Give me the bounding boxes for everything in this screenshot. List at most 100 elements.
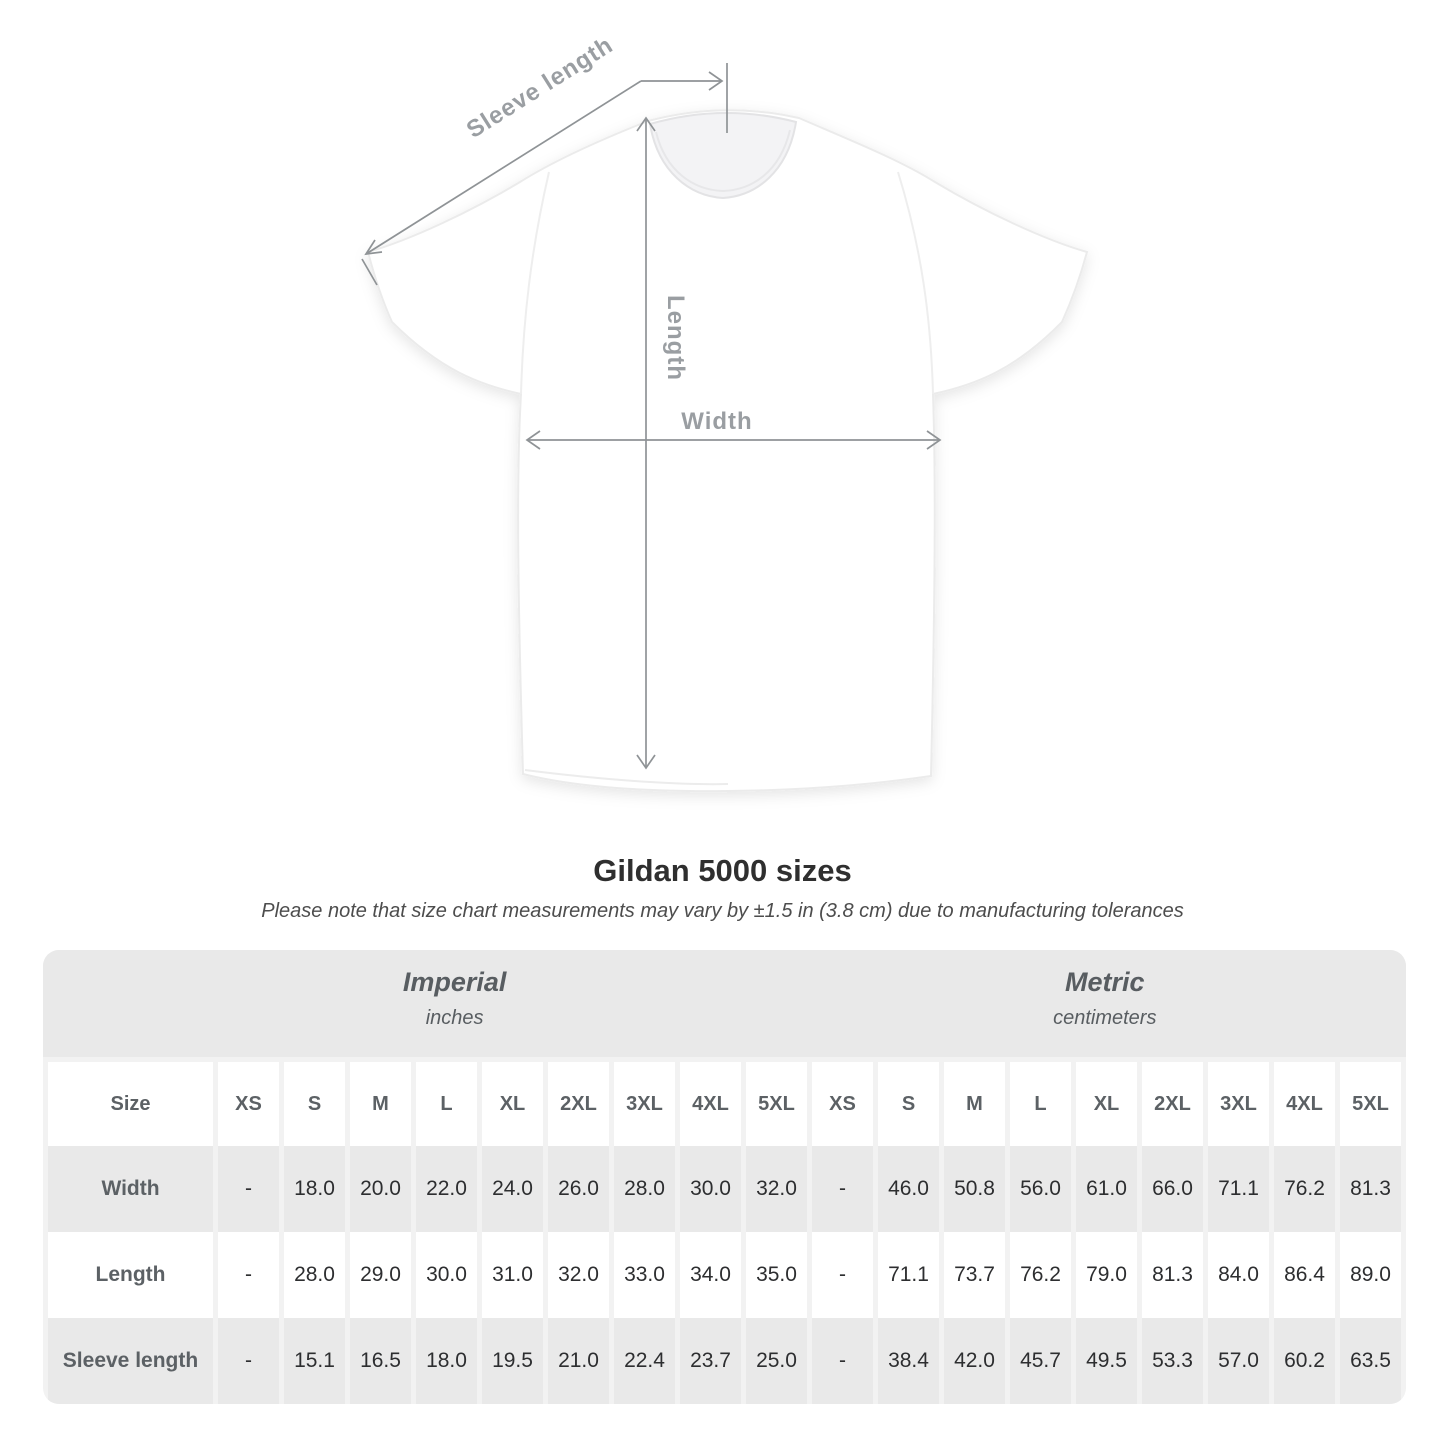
cell-value: 33.0 [614, 1232, 675, 1318]
size-col-header: 4XL [680, 1062, 741, 1146]
cell-value: 42.0 [944, 1318, 1005, 1404]
tshirt-graphic: Sleeve length Length Width [361, 31, 1089, 793]
tolerance-note: Please note that size chart measurements… [261, 900, 1184, 922]
size-col-header: XL [482, 1062, 543, 1146]
imperial-group-header: Imperial inches [403, 967, 507, 1030]
neck-opening [648, 111, 798, 200]
cell-value: 32.0 [746, 1146, 807, 1232]
size-col-header: M [944, 1062, 1005, 1146]
cell-value: - [812, 1232, 873, 1318]
cell-value: 34.0 [680, 1232, 741, 1318]
cell-value: 81.3 [1340, 1146, 1401, 1232]
cell-value: 56.0 [1010, 1146, 1071, 1232]
cell-value: 38.4 [878, 1318, 939, 1404]
size-col-header: 3XL [1208, 1062, 1269, 1146]
cell-value: 16.5 [350, 1318, 411, 1404]
width-arrowhead-right [926, 430, 942, 450]
size-col-header: 2XL [548, 1062, 609, 1146]
page-title: Gildan 5000 sizes [593, 853, 852, 888]
metric-label: Metric [1065, 967, 1145, 997]
cell-value: 28.0 [614, 1146, 675, 1232]
cell-value: 81.3 [1142, 1232, 1203, 1318]
cell-value: 53.3 [1142, 1318, 1203, 1404]
length-arrowhead-top [636, 116, 656, 132]
size-col-header: 5XL [746, 1062, 807, 1146]
table-row: Length -28.0 29.0 30.0 31.0 32.0 33.0 34.0 35.0-… [48, 1232, 1401, 1318]
left-sleeve-seam [520, 171, 550, 395]
size-col-header: 2XL [1142, 1062, 1203, 1146]
cell-value: 71.1 [1208, 1146, 1269, 1232]
cell-value: 15.1 [284, 1318, 345, 1404]
size-col-header: XL [1076, 1062, 1137, 1146]
size-header-row: Size XS S M L XL 2XL 3XL 4XL 5XL XS S M L XL 2XL 3XL 4XL 5… [48, 1062, 1401, 1146]
size-corner-header: Size [48, 1062, 213, 1146]
cell-value: 61.0 [1076, 1146, 1137, 1232]
size-col-header: 3XL [614, 1062, 675, 1146]
row-label: Sleeve length [48, 1318, 213, 1404]
cell-value: 29.0 [350, 1232, 411, 1318]
cell-value: - [218, 1318, 279, 1404]
cell-value: 60.2 [1274, 1318, 1335, 1404]
cell-value: 20.0 [350, 1146, 411, 1232]
cell-value: 76.2 [1010, 1232, 1071, 1318]
metric-group-header: Metric centimeters [1053, 967, 1156, 1030]
imperial-label: Imperial [402, 967, 507, 997]
cell-value: 18.0 [284, 1146, 345, 1232]
size-col-header: S [284, 1062, 345, 1146]
measurement-annotations [361, 63, 942, 770]
collar-seam [655, 129, 791, 193]
sleeve-arrowhead [364, 239, 383, 256]
cell-value: 24.0 [482, 1146, 543, 1232]
size-grid: Size XS S M L XL 2XL 3XL 4XL 5XL XS S M L XL 2XL 3XL 4XL 5… [43, 1062, 1406, 1404]
row-label: Length [48, 1232, 213, 1318]
table-row: Sleeve length -15.1 16.5 18.0 19.5 21.0 22.4 23… [48, 1318, 1401, 1404]
imperial-unit-label: inches [425, 1007, 484, 1029]
unit-group-header: Imperial inches Metric centimeters [43, 950, 1406, 1057]
cell-value: 71.1 [878, 1232, 939, 1318]
tshirt-body [366, 109, 1089, 793]
cell-value: - [812, 1318, 873, 1404]
sleeve-length-label: Sleeve length [462, 31, 618, 143]
cell-value: 30.0 [680, 1146, 741, 1232]
size-col-header: XS [812, 1062, 873, 1146]
cell-value: 89.0 [1340, 1232, 1401, 1318]
right-sleeve-seam [897, 171, 934, 395]
cell-value: 45.7 [1010, 1318, 1071, 1404]
cell-value: 19.5 [482, 1318, 543, 1404]
cell-value: 49.5 [1076, 1318, 1137, 1404]
tshirt-diagram: Sleeve length Length Width [361, 31, 1089, 793]
cell-value: 26.0 [548, 1146, 609, 1232]
width-label: Width [681, 408, 752, 435]
cell-value: 23.7 [680, 1318, 741, 1404]
size-col-header: 4XL [1274, 1062, 1335, 1146]
cell-value: 57.0 [1208, 1318, 1269, 1404]
cell-value: 18.0 [416, 1318, 477, 1404]
sleeve-end-tick [361, 258, 378, 286]
cell-value: - [812, 1146, 873, 1232]
size-col-header: L [1010, 1062, 1071, 1146]
cell-value: 21.0 [548, 1318, 609, 1404]
cell-value: 66.0 [1142, 1146, 1203, 1232]
cell-value: 50.8 [944, 1146, 1005, 1232]
cell-value: 63.5 [1340, 1318, 1401, 1404]
size-col-header: L [416, 1062, 477, 1146]
cell-value: 25.0 [746, 1318, 807, 1404]
cell-value: 73.7 [944, 1232, 1005, 1318]
size-col-header: XS [218, 1062, 279, 1146]
cell-value: 31.0 [482, 1232, 543, 1318]
metric-unit-label: centimeters [1053, 1007, 1157, 1029]
cell-value: 35.0 [746, 1232, 807, 1318]
length-label: Length [662, 295, 689, 381]
cell-value: 84.0 [1208, 1232, 1269, 1318]
title-block: Gildan 5000 sizes Please note that size … [0, 853, 1445, 923]
table-row: Width -18.0 20.0 22.0 24.0 26.0 28.0 30.0 32.0-4… [48, 1146, 1401, 1232]
cell-value: 22.0 [416, 1146, 477, 1232]
cell-value: 86.4 [1274, 1232, 1335, 1318]
width-arrowhead-left [525, 430, 541, 450]
size-col-header: S [878, 1062, 939, 1146]
cell-value: 46.0 [878, 1146, 939, 1232]
cell-value: - [218, 1146, 279, 1232]
size-table: Imperial inches Metric centimeters Size X… [43, 950, 1406, 1404]
cell-value: 22.4 [614, 1318, 675, 1404]
